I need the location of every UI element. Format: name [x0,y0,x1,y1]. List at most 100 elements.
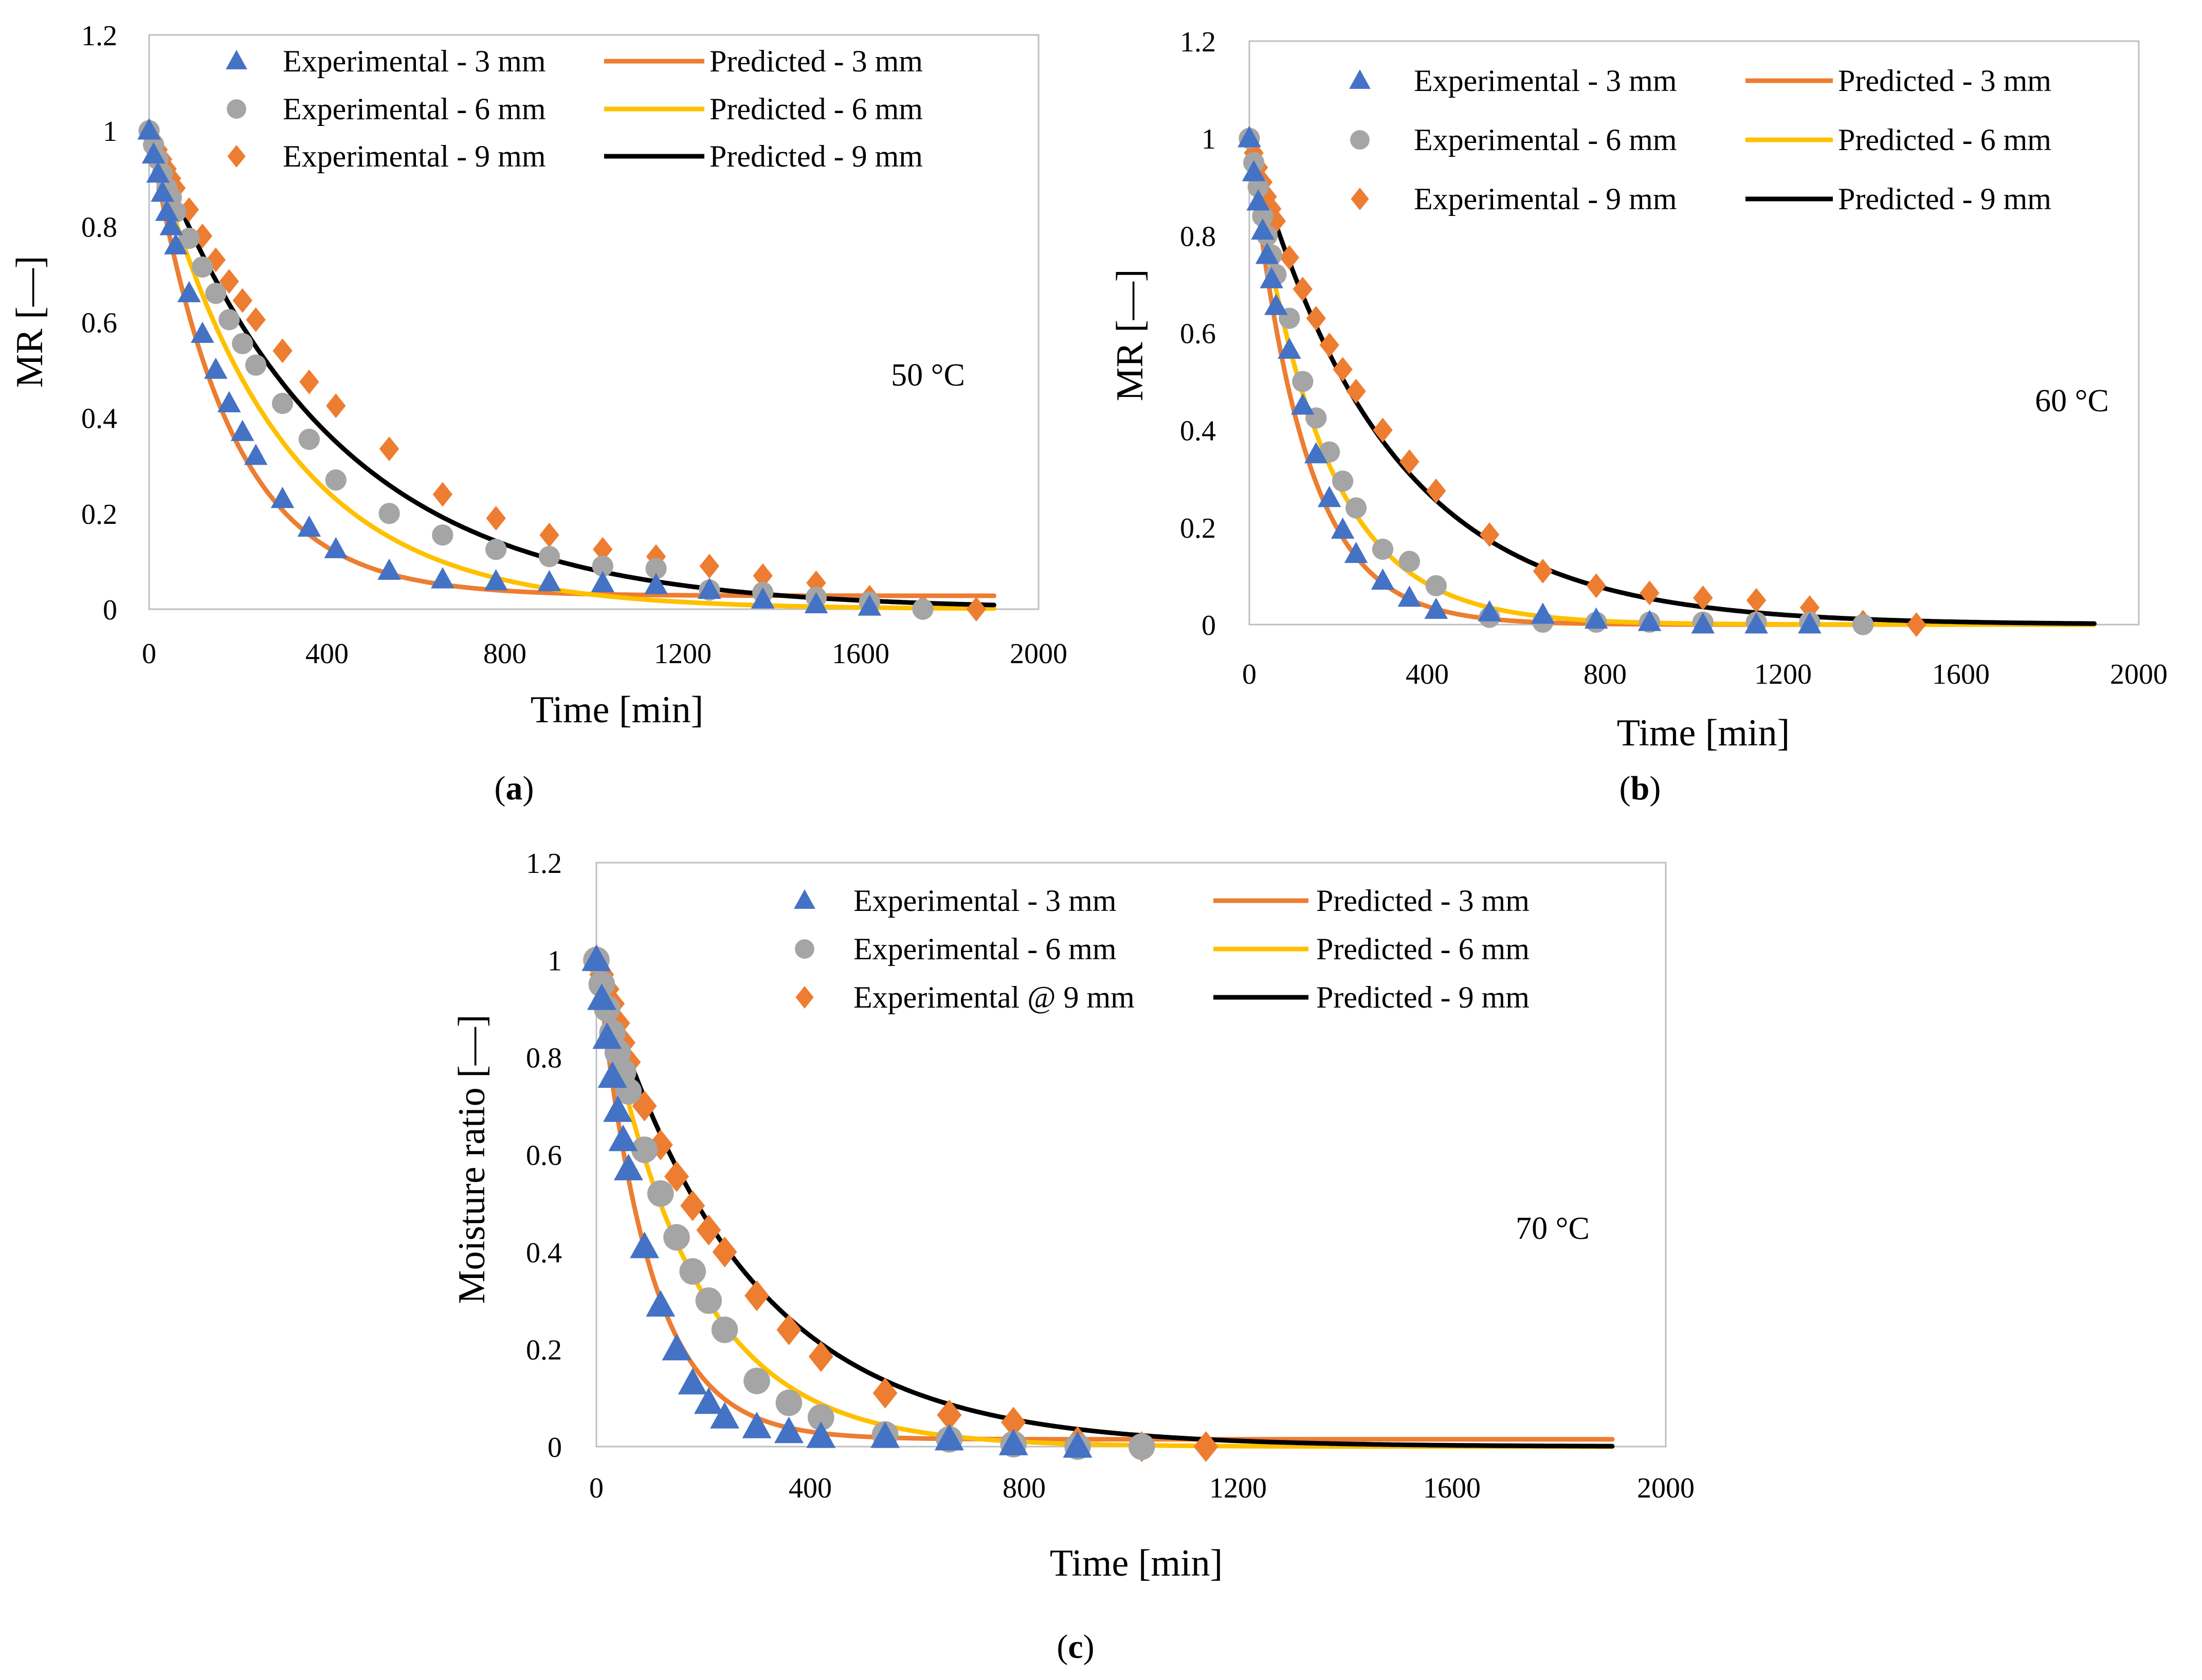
data-point-6mm [325,469,347,491]
data-point-3mm [217,391,241,413]
data-point-3mm [159,214,184,235]
data-point-3mm [431,567,454,589]
data-point-3mm [603,1095,633,1122]
data-point-9mm [1193,1431,1218,1462]
data-point-6mm [695,1287,722,1314]
data-point-9mm [1001,1407,1026,1438]
data-point-9mm [1306,306,1326,331]
data-point-6mm [592,555,613,577]
data-point-3mm [1531,602,1555,624]
data-point-9mm [1693,585,1713,610]
data-point-3mm [804,592,828,613]
data-point-3mm [1304,442,1328,464]
data-point-3mm [644,573,668,594]
data-point-9mm [539,522,559,547]
panel-caption: (c) [1057,1628,1094,1666]
legend-marker-exp-9mm [227,145,246,168]
legend-marker-exp-6mm [1350,130,1370,150]
data-point-9mm [712,1236,737,1268]
data-point-6mm [1372,538,1394,560]
data-point-9mm [753,563,773,588]
legend-label: Experimental - 6 mm [853,932,1117,966]
x-tick-label: 1600 [832,638,889,670]
legend-label: Experimental @ 9 mm [853,980,1135,1014]
data-point-3mm [597,1061,627,1088]
data-point-6mm [1292,371,1314,392]
data-point-6mm [219,309,240,331]
x-tick-label: 1200 [654,638,712,670]
data-point-9mm [699,554,720,579]
x-tick-label: 2000 [1010,638,1067,670]
legend-marker-exp-6mm [795,939,814,959]
legend-marker-exp-3mm [226,50,247,69]
data-point-3mm [1317,486,1341,507]
legend-label: Predicted - 6 mm [1838,123,2051,157]
data-point-6mm [1332,470,1354,492]
data-point-6mm [808,1404,834,1431]
data-point-6mm [1247,176,1269,198]
data-point-9mm [432,482,453,507]
data-point-3mm [1744,612,1768,634]
data-point-3mm [613,1154,643,1180]
legend-marker-exp-3mm [794,889,815,909]
data-point-9mm [1426,478,1446,503]
x-tick-label: 1600 [1423,1472,1481,1504]
data-point-3mm [484,569,508,591]
predicted-curve-9mm [147,128,996,608]
x-tick-label: 2000 [1637,1472,1695,1504]
data-point-6mm [245,354,267,376]
data-point-9mm [246,307,266,332]
y-tick-label: 0.4 [526,1237,562,1269]
legend-marker-exp-3mm [1349,69,1371,89]
data-point-6mm [232,333,253,355]
legend-marker-exp-9mm [795,986,814,1009]
data-point-6mm [178,227,200,249]
caption-close: ) [1649,770,1661,807]
data-point-6mm [1425,575,1447,596]
legend-label: Predicted - 3 mm [1838,64,2051,98]
data-point-6mm [1345,497,1367,519]
data-point-3mm [1063,1431,1093,1458]
data-point-3mm [1637,610,1662,631]
data-point-9mm [1279,245,1300,270]
data-point-6mm [432,524,453,546]
temperature-label: 60 °C [2035,384,2109,418]
data-point-9mm [680,1190,705,1221]
y-tick-label: 1 [548,945,562,977]
data-point-9mm [1373,417,1393,443]
legend-label: Predicted - 9 mm [1316,980,1530,1014]
y-axis-title: Moisture ratio [—] [451,1014,493,1304]
data-point-9mm [379,436,399,462]
y-tick-label: 0 [1202,610,1216,642]
chart-panel-a: 0 0.2 0.4 0.6 0.8 1 1.2 0 400 800 1200 1600 2000 Time… [9,20,1067,807]
data-point-6mm [378,503,400,524]
data-point-3mm [1251,218,1275,240]
data-point-3mm [1264,294,1288,315]
data-point-3mm [204,357,228,379]
data-point-3mm [1691,612,1715,634]
legend-label: Experimental - 9 mm [283,139,546,173]
data-point-3mm [537,570,561,592]
data-point-9mm [966,597,987,622]
data-point-6mm [912,598,934,620]
data-point-3mm [297,515,321,537]
legend-marker-exp-9mm [1351,188,1369,210]
data-point-6mm [205,283,227,304]
caption-letter: b [1631,770,1650,807]
data-point-3mm [581,944,611,971]
data-point-3mm [742,1412,772,1438]
data-point-3mm [1344,541,1368,563]
x-tick-label: 800 [483,638,526,670]
data-point-3mm [244,444,268,465]
data-point-3mm [1371,568,1395,590]
predicted-curve-9mm [1247,136,2097,626]
plot-area-frame [148,34,1040,610]
data-point-3mm [1246,189,1270,211]
data-point-3mm [698,577,721,599]
data-point-3mm [137,118,161,140]
panel-caption: (a) [495,770,534,807]
data-point-9mm [1533,558,1553,583]
data-point-3mm [592,1022,622,1049]
data-point-6mm [1398,551,1421,572]
